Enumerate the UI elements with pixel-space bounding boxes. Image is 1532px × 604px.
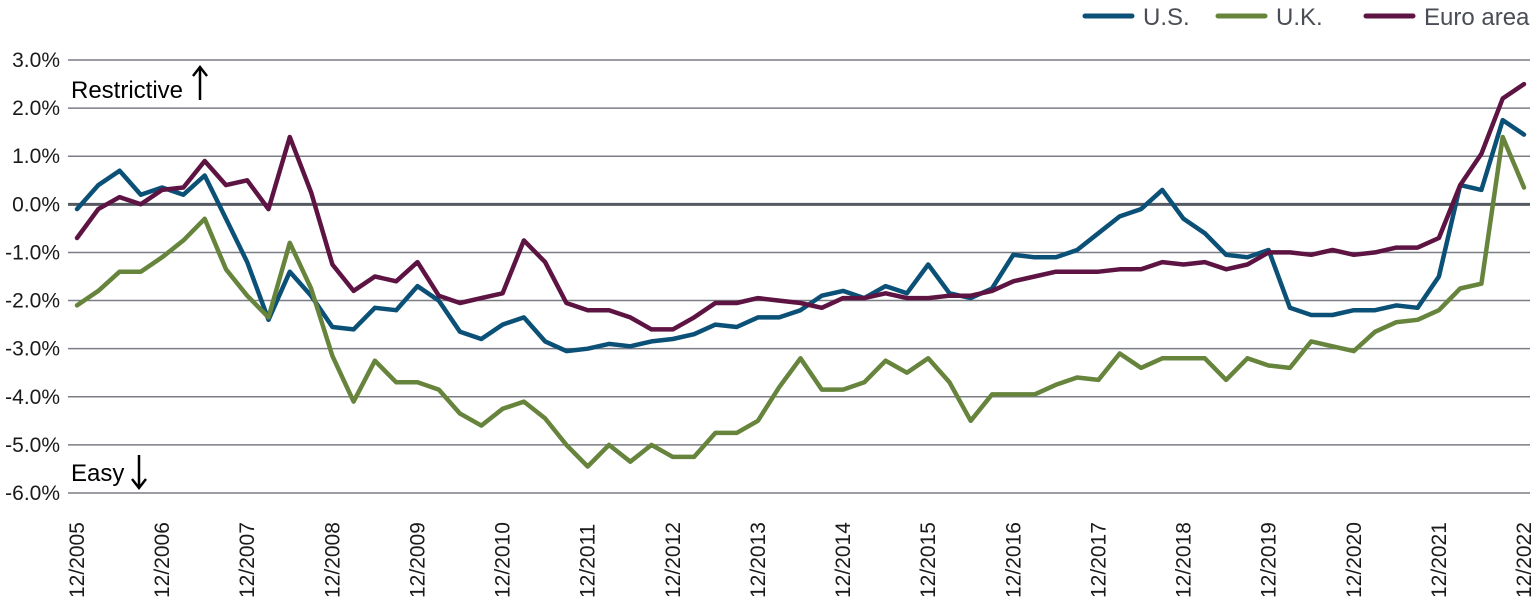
x-tick-label: 12/2021 [1428,522,1451,598]
y-tick-label: 0.0% [12,193,60,216]
y-tick-label: 3.0% [12,49,60,72]
x-tick-label: 12/2008 [321,522,344,598]
arrow-up-icon [192,64,208,100]
x-tick-label: 12/2020 [1343,522,1366,598]
legend-item: U.K. [1215,4,1323,31]
y-tick-label: -6.0% [5,482,60,505]
y-tick-label: -1.0% [5,241,60,264]
y-tick-label: -4.0% [5,386,60,409]
easy-label: Easy [71,460,124,487]
legend-label: U.K. [1276,4,1323,31]
legend-item: Euro area [1363,4,1530,31]
series-line-u-k [74,134,1527,469]
x-tick-label: 12/2011 [577,524,600,598]
x-tick-label: 12/2006 [151,522,174,598]
arrow-down-icon [131,455,147,491]
restrictive-label: Restrictive [71,77,183,104]
x-tick-label: 12/2015 [917,522,940,598]
x-tick-label: 12/2013 [747,522,770,598]
x-tick-label: 12/2019 [1258,522,1281,598]
series-line-u-s [74,117,1527,354]
legend: U.S. U.K. Euro area [1082,4,1530,31]
x-tick-label: 12/2014 [832,522,855,598]
restrictive-annotation: Restrictive [71,64,208,104]
series-lines [74,81,1527,469]
x-tick-label: 12/2022 [1513,522,1532,598]
x-tick-label: 12/2007 [236,522,259,598]
x-tick-label: 12/2012 [662,522,685,598]
x-axis-ticks: 12/2005 12/2006 12/2007 12/2008 12/2009 12/20… [66,522,1532,598]
x-tick-label: 12/2010 [492,522,515,598]
x-tick-label: 12/2016 [1002,522,1025,598]
x-tick-label: 12/2009 [406,522,429,598]
gridlines [68,59,1530,494]
x-tick-label: 12/2018 [1173,522,1196,598]
y-axis-ticks: 3.0% 2.0% 1.0% 0.0% -1.0% -2.0% -3.0% -4.0% -5.0… [5,49,60,505]
series-line-euro-area [74,81,1527,332]
y-tick-label: 2.0% [12,97,60,120]
x-tick-label: 12/2017 [1087,522,1110,598]
legend-label: U.S. [1143,4,1190,31]
y-tick-label: -3.0% [5,338,60,361]
easy-annotation: Easy [71,455,147,491]
x-tick-label: 12/2005 [66,522,89,598]
legend-label: Euro area [1424,4,1530,31]
y-tick-label: -2.0% [5,290,60,313]
y-tick-label: 1.0% [12,145,60,168]
y-tick-label: -5.0% [5,434,60,457]
legend-item: U.S. [1082,4,1190,31]
